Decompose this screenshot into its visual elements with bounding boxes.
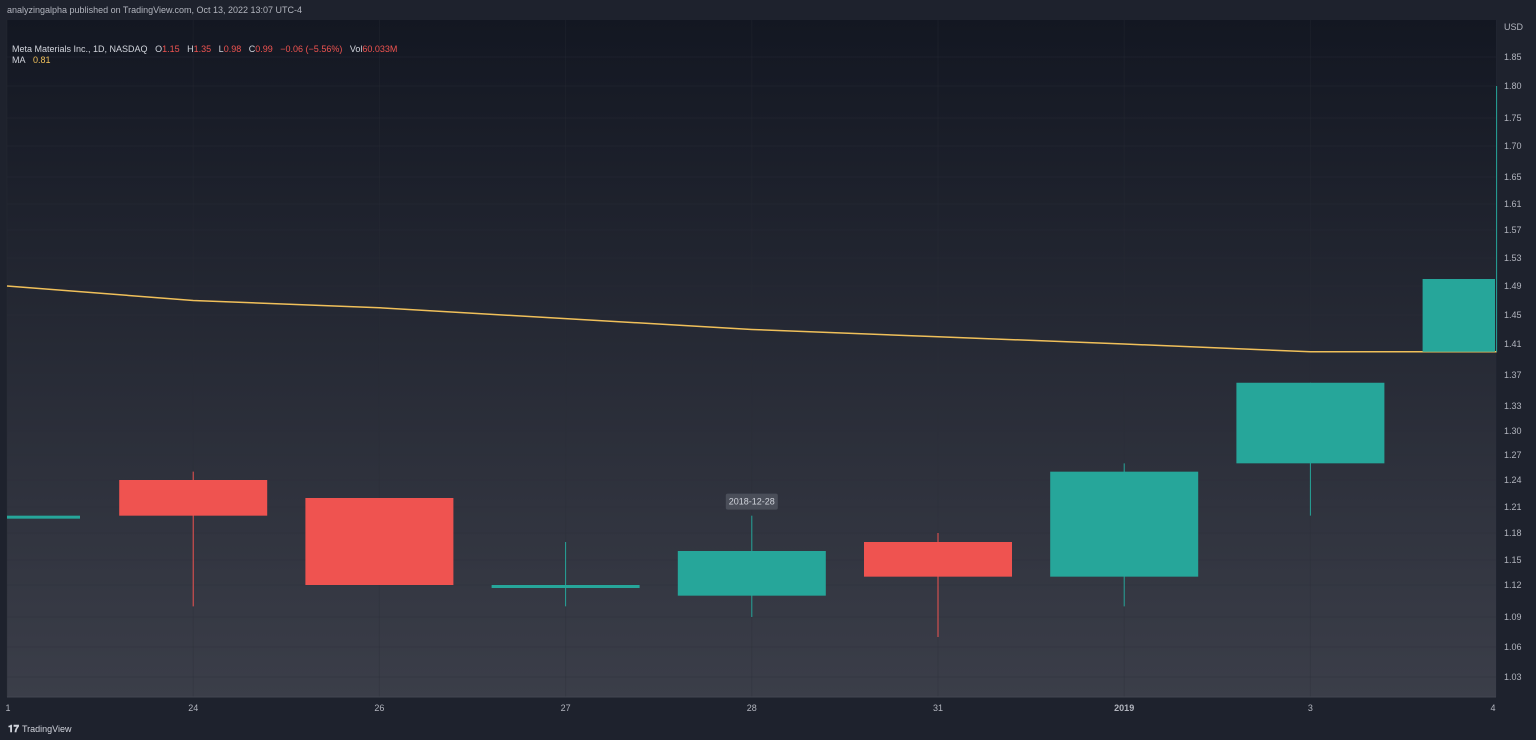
price-tick-label: 1.57 — [1504, 225, 1522, 235]
volume-value: 60.033M — [362, 44, 398, 54]
time-tick-label: 24 — [188, 703, 198, 713]
candlestick-chart[interactable]: 1.85 1.80 1.75 1.70 1.65 1.61 1.57 1.53 1.49 1.45… — [0, 20, 1536, 717]
time-tick-label: 4 — [1490, 703, 1495, 713]
candle-body — [677, 551, 826, 596]
high-value: 1.35 — [193, 44, 212, 54]
price-tick-label: 1.30 — [1504, 426, 1522, 436]
price-tick-label: 1.37 — [1504, 370, 1522, 380]
ma-line — [6, 285, 1497, 353]
open-value: 1.15 — [162, 44, 180, 54]
chart-area[interactable]: 1.85 1.80 1.75 1.70 1.65 1.61 1.57 1.53 1.49 1.45… — [0, 20, 1536, 717]
chart-legend: Meta Materials Inc., 1D, NASDAQ O1.15 H1… — [12, 44, 397, 66]
time-tick-label: 27 — [561, 703, 571, 713]
candle[interactable] — [7, 515, 80, 519]
price-tick-label: 1.70 — [1504, 141, 1522, 151]
low-value: 0.98 — [223, 44, 242, 54]
time-tick-label: 26 — [374, 703, 384, 713]
price-tick-label: 1.18 — [1504, 528, 1522, 538]
bottom-bar: 𝟏𝟕 TradingView — [0, 717, 1536, 740]
price-tick-label: 1.65 — [1504, 172, 1522, 182]
price-tick-label: 1.49 — [1504, 281, 1522, 291]
candle[interactable] — [119, 471, 268, 607]
price-tick-label: 1.21 — [1504, 502, 1522, 512]
candle-body — [1422, 279, 1495, 352]
candle-body — [119, 480, 268, 516]
time-tick-label: 28 — [747, 703, 757, 713]
tradingview-brand[interactable]: TradingView — [22, 724, 72, 734]
low-label: L — [218, 44, 224, 54]
candle[interactable] — [864, 533, 1012, 637]
candle[interactable] — [1050, 463, 1199, 607]
ma-value: 0.81 — [33, 55, 51, 65]
volume-label: Vol — [349, 44, 363, 54]
price-tick-label: 1.15 — [1504, 555, 1522, 565]
tradingview-logo-icon[interactable]: 𝟏𝟕 — [8, 724, 20, 735]
price-tick-label: 1.06 — [1504, 642, 1522, 652]
candle-body — [491, 585, 640, 588]
ma-label: MA — [12, 55, 26, 65]
price-tick-label: 1.45 — [1504, 310, 1522, 320]
published-line: analyzingalpha published on TradingView.… — [7, 5, 303, 15]
top-bar: analyzingalpha published on TradingView.… — [0, 0, 1536, 20]
grid — [6, 20, 1498, 697]
candle[interactable] — [491, 542, 640, 607]
candle-body — [7, 515, 80, 519]
candle-body — [1236, 382, 1385, 464]
close-label: C — [248, 44, 256, 54]
price-tick-label: 1.75 — [1504, 113, 1522, 123]
price-axis[interactable]: 1.85 1.80 1.75 1.70 1.65 1.61 1.57 1.53 1.49 1.45… — [1504, 22, 1524, 682]
price-tick-label: 1.24 — [1504, 475, 1522, 485]
candles-layer[interactable] — [7, 86, 1498, 637]
ohlc-legend-row: Meta Materials Inc., 1D, NASDAQ O1.15 H1… — [12, 44, 397, 55]
symbol-label: Meta Materials Inc., 1D, NASDAQ — [12, 44, 148, 54]
time-tick-label: 31 — [933, 703, 943, 713]
ma-line-layer — [6, 285, 1497, 353]
candle-body — [305, 498, 454, 585]
price-tick-label: 1.03 — [1504, 672, 1522, 682]
price-tick-label: 1.53 — [1504, 253, 1522, 263]
open-label: O — [155, 44, 163, 54]
price-tick-label: 1.41 — [1504, 339, 1522, 349]
price-tick-label: 1.85 — [1504, 52, 1522, 62]
ma-legend-row: MA 0.81 — [12, 55, 397, 66]
time-tick-label: 3 — [1308, 703, 1313, 713]
time-tick-label: 1 — [5, 703, 10, 713]
change-value: −0.06 (−5.56%) — [280, 44, 343, 54]
high-label: H — [187, 44, 194, 54]
candle[interactable] — [1236, 382, 1385, 516]
price-tick-label: 1.33 — [1504, 401, 1522, 411]
candle[interactable] — [305, 498, 454, 585]
price-tick-label: 1.80 — [1504, 81, 1522, 91]
time-tick-label: 2019 — [1114, 703, 1134, 713]
currency-label: USD — [1504, 22, 1524, 32]
tooltip-box — [725, 493, 778, 510]
candle-body — [864, 542, 1012, 577]
price-tick-label: 1.61 — [1504, 199, 1522, 209]
price-tick-label: 1.27 — [1504, 450, 1522, 460]
candle[interactable] — [677, 515, 826, 617]
price-tick-label: 1.09 — [1504, 612, 1522, 622]
time-axis[interactable]: 1 24 26 27 28 31 2019 3 4 — [5, 696, 1496, 713]
candle-body — [1050, 471, 1199, 577]
tooltip-date-label: 2018-12-28 — [729, 497, 775, 507]
price-tick-label: 1.12 — [1504, 580, 1522, 590]
close-value: 0.99 — [255, 44, 273, 54]
candle[interactable] — [1422, 86, 1498, 352]
hover-date-tooltip: 2018-12-28 — [725, 493, 778, 510]
